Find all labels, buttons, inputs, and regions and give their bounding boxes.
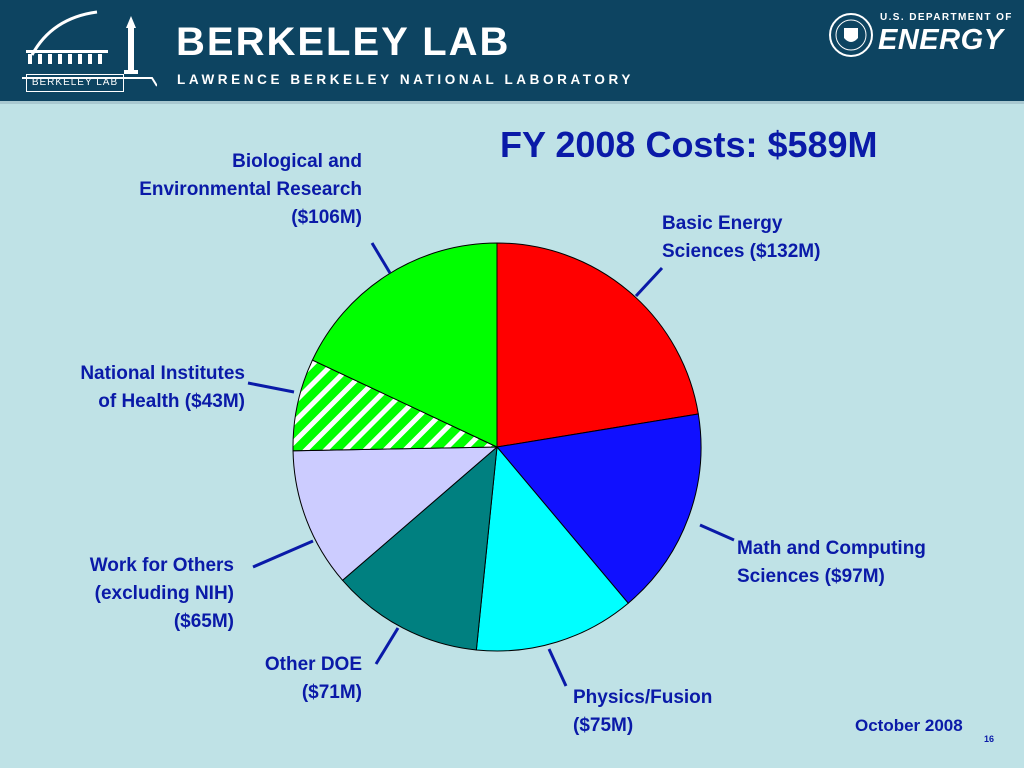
doe-energy-wordmark: ENERGY	[878, 24, 1004, 56]
leader-line-other-doe	[374, 627, 400, 665]
leader-line-bio-env	[370, 242, 392, 274]
logo-badge: BERKELEY LAB	[26, 74, 124, 92]
doe-department-label: U.S. DEPARTMENT OF	[880, 12, 1013, 23]
leader-line-nih	[247, 381, 295, 394]
slice-label-math-computing: Math and Computing Sciences ($97M)	[737, 538, 926, 587]
leader-line-work-for-others	[252, 539, 314, 569]
chart-title: FY 2008 Costs: $589M	[500, 124, 878, 165]
header-banner: BERKELEY LAB BERKELEY LAB LAWRENCE BERKE…	[0, 0, 1024, 104]
slice-label-other-doe: Other DOE ($71M)	[264, 654, 362, 703]
berkeley-lab-logo-icon	[22, 10, 157, 87]
pie-slice-math-computing	[496, 413, 702, 604]
slice-label-basic-energy: Basic Energy Sciences ($132M)	[662, 213, 821, 262]
leader-line-physics-fusion	[547, 648, 568, 687]
pie-slice-physics-fusion	[475, 445, 629, 652]
org-name: BERKELEY LAB	[176, 20, 511, 64]
footer-date: October 2008	[855, 716, 963, 735]
leader-line-basic-energy	[634, 266, 664, 298]
leader-line-math-computing	[699, 523, 735, 542]
doe-seal-icon	[829, 13, 873, 57]
slice-label-nih: National Institutes of Health ($43M)	[80, 363, 245, 412]
pie-slice-bio-env	[311, 242, 498, 448]
page-number: 16	[984, 734, 995, 744]
org-subtitle: LAWRENCE BERKELEY NATIONAL LABORATORY	[177, 72, 634, 87]
slice-label-physics-fusion: Physics/Fusion ($75M)	[573, 687, 713, 736]
pie-slice-work-for-others	[292, 446, 499, 581]
slice-label-bio-env: Biological and Environmental Research ($…	[139, 151, 362, 228]
slice-label-work-for-others: Work for Others (excluding NIH) ($65M)	[89, 555, 234, 632]
pie-slice-other-doe	[341, 445, 498, 651]
pie-slice-basic-energy	[496, 242, 699, 448]
